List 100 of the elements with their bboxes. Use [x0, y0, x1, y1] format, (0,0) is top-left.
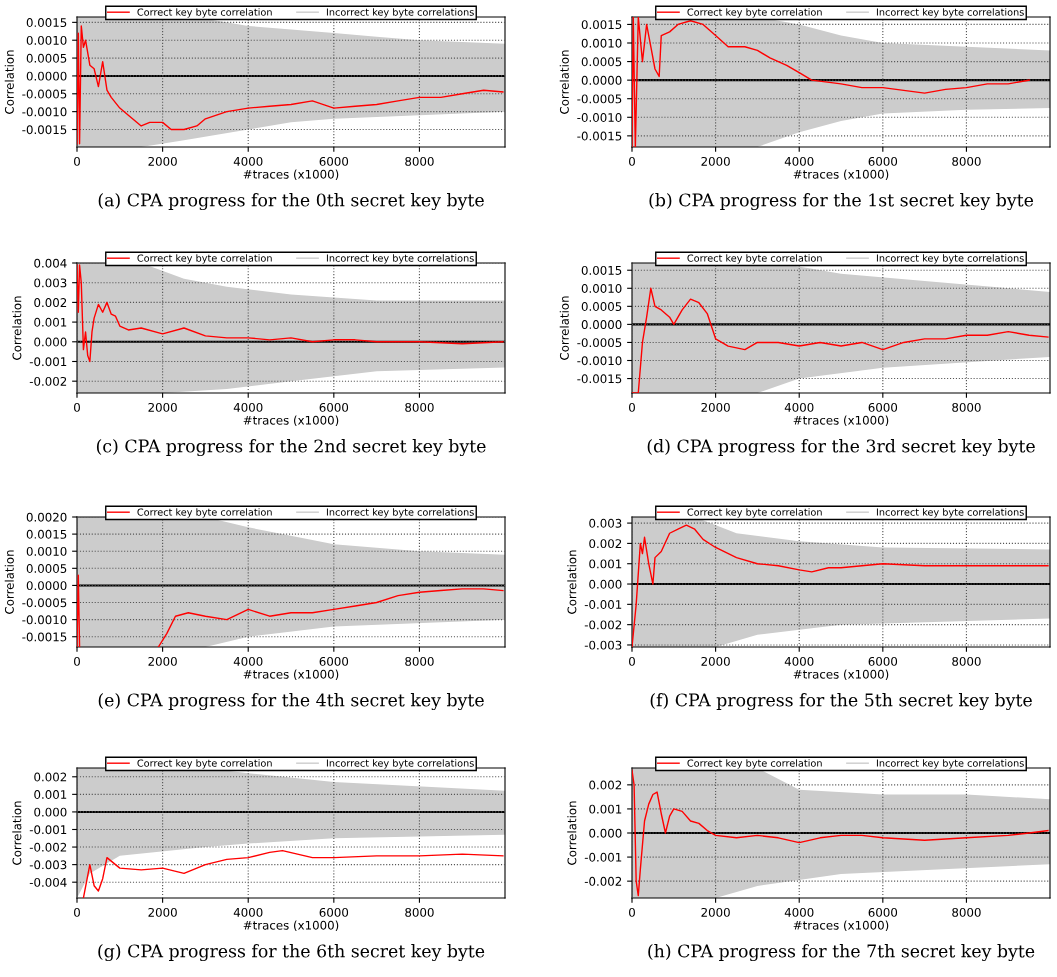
legend-label: Incorrect key byte correlations: [876, 254, 1024, 264]
legend-label: Incorrect key byte correlations: [876, 508, 1024, 518]
y-tick-label: 0.0010: [581, 38, 622, 48]
x-tick-label: 6000: [868, 156, 898, 166]
y-tick-label: -0.003: [29, 860, 67, 870]
x-tick-label: 0: [74, 156, 80, 166]
y-tick-label: 0.001: [589, 804, 622, 814]
y-tick-label: -0.001: [584, 852, 622, 862]
x-tick-label: 6000: [319, 907, 349, 917]
x-tick-label: 4000: [233, 156, 263, 166]
y-tick-label: 0.003: [589, 518, 622, 528]
y-tick-label: 0.0005: [581, 302, 622, 311]
x-tick-label: 2000: [701, 402, 730, 412]
legend-label: Correct key byte correlation: [137, 8, 272, 18]
x-tick-label: 0: [629, 907, 635, 917]
x-tick-label: 6000: [319, 402, 349, 412]
x-tick-label: 4000: [233, 656, 263, 666]
y-tick-label: -0.001: [29, 357, 67, 367]
x-axis-title: #traces (x1000): [243, 415, 339, 427]
y-axis-title: Correlation: [559, 296, 569, 360]
y-tick-label: 0.0005: [26, 53, 67, 63]
y-tick-label: 0.002: [589, 539, 622, 549]
y-axis-title: Correlation: [4, 50, 14, 114]
y-tick-label: 0.0005: [581, 57, 622, 67]
x-axis-title: #traces (x1000): [793, 669, 889, 681]
legend-label: Incorrect key byte correlations: [326, 759, 474, 769]
y-tick-label: -0.0005: [22, 598, 67, 608]
x-tick-label: 4000: [784, 656, 814, 666]
y-tick-label: 0.0015: [581, 265, 622, 275]
x-tick-label: 8000: [405, 156, 434, 166]
y-tick-label: -0.0005: [22, 89, 67, 99]
legend-label: Correct key byte correlation: [687, 254, 822, 264]
x-tick-label: 8000: [952, 656, 981, 666]
text: (d) CPA progress for the 3rd secret key byte: [647, 439, 1035, 457]
x-tick-label: 8000: [405, 402, 434, 412]
y-tick-label: 0.0010: [581, 284, 622, 293]
y-tick-label: 0.000: [34, 337, 67, 347]
y-tick-label: 0.001: [34, 317, 67, 327]
y-tick-label: -0.0005: [577, 338, 622, 348]
legend-label: Incorrect key byte correlations: [876, 759, 1024, 769]
y-tick-label: 0.0015: [26, 18, 67, 28]
y-axis-title: Correlation: [4, 550, 14, 614]
y-tick-label: -0.0010: [22, 107, 67, 117]
y-tick-label: -0.002: [584, 620, 622, 630]
legend-label: Correct key byte correlation: [137, 254, 272, 264]
legend-label: Correct key byte correlation: [137, 759, 272, 769]
legend-label: Correct key byte correlation: [137, 508, 272, 518]
text: (h) CPA progress for the 7th secret key byte: [648, 944, 1035, 962]
y-tick-label: -0.0015: [577, 374, 622, 384]
x-tick-label: 8000: [405, 907, 434, 917]
y-tick-label: -0.0015: [22, 125, 67, 135]
x-axis-title: #traces (x1000): [243, 169, 339, 181]
text: (b) CPA progress for the 1st secret key byte: [649, 193, 1034, 211]
y-tick-label: 0.0000: [581, 75, 622, 85]
y-tick-label: 0.0010: [26, 546, 67, 556]
x-tick-label: 0: [629, 402, 635, 412]
y-tick-label: 0.0000: [26, 581, 67, 591]
y-tick-label: 0.0015: [26, 529, 67, 539]
x-tick-label: 2000: [148, 656, 177, 666]
y-tick-label: -0.0010: [22, 615, 67, 625]
y-tick-label: 0.0005: [26, 564, 67, 573]
x-tick-label: 8000: [405, 656, 434, 666]
legend-label: Incorrect key byte correlations: [876, 8, 1024, 18]
x-axis-title: #traces (x1000): [793, 169, 889, 181]
y-tick-label: 0.0010: [26, 35, 67, 45]
y-tick-label: -0.002: [29, 376, 67, 386]
legend-label: Correct key byte correlation: [687, 508, 822, 518]
x-tick-label: 6000: [319, 156, 349, 166]
y-axis-title: Correlation: [567, 550, 577, 614]
y-tick-label: -0.004: [29, 877, 67, 887]
x-tick-label: 2000: [701, 907, 730, 917]
x-tick-label: 0: [74, 656, 80, 666]
y-tick-label: 0.001: [589, 559, 622, 569]
y-tick-label: -0.0005: [577, 94, 622, 104]
text: (e) CPA progress for the 4th secret key byte: [98, 693, 484, 711]
x-tick-label: 2000: [148, 156, 177, 166]
y-tick-label: 0.0000: [581, 320, 622, 330]
x-axis-title: #traces (x1000): [793, 415, 889, 427]
x-tick-label: 2000: [148, 402, 177, 412]
text: (g) CPA progress for the 6th secret key byte: [98, 944, 485, 962]
legend-label: Correct key byte correlation: [687, 759, 822, 769]
line-series: [632, 17, 1030, 147]
y-axis-title: Correlation: [12, 801, 22, 865]
x-tick-label: 6000: [868, 402, 898, 412]
y-axis-title: Correlation: [567, 801, 577, 865]
legend-label: Correct key byte correlation: [687, 8, 822, 18]
y-tick-label: 0.0015: [581, 20, 622, 30]
y-tick-label: 0.003: [34, 278, 67, 288]
y-tick-label: -0.0015: [577, 131, 622, 141]
x-tick-label: 4000: [784, 156, 814, 166]
y-tick-label: 0.000: [589, 579, 622, 589]
x-tick-label: 6000: [868, 656, 898, 666]
y-tick-label: 0.0020: [26, 512, 67, 522]
x-tick-label: 0: [74, 907, 80, 917]
x-tick-label: 8000: [952, 156, 981, 166]
x-tick-label: 8000: [952, 402, 981, 412]
legend-label: Incorrect key byte correlations: [326, 8, 474, 18]
x-tick-label: 8000: [952, 907, 981, 917]
y-tick-label: -0.002: [584, 876, 622, 886]
y-tick-label: -0.002: [29, 842, 67, 852]
